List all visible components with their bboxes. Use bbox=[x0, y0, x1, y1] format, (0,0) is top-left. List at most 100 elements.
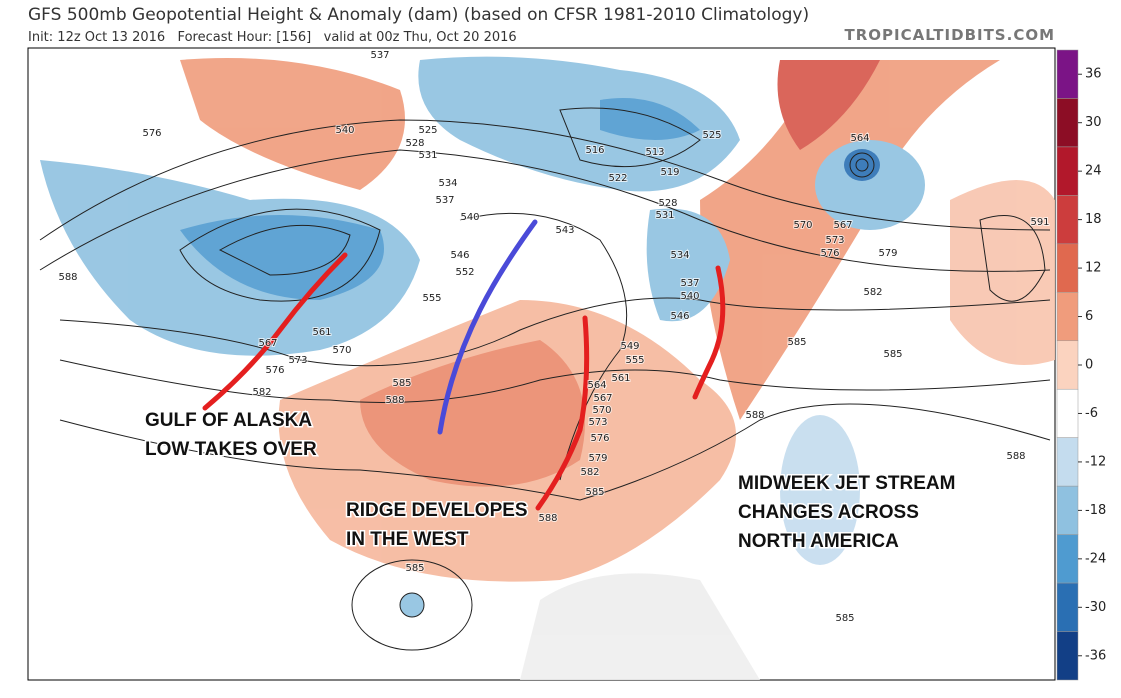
colorbar-label: 18 bbox=[1085, 212, 1102, 227]
contour-label: 585 bbox=[392, 378, 411, 389]
contour-label: 534 bbox=[670, 250, 689, 261]
colorbar-label: -6 bbox=[1085, 406, 1098, 421]
annotation: IN THE WEST bbox=[346, 529, 469, 550]
contour-label: 555 bbox=[422, 293, 441, 304]
contour-label: 537 bbox=[680, 278, 699, 289]
colorbar-bin bbox=[1056, 388, 1079, 438]
colorbar-bin bbox=[1056, 195, 1079, 245]
contour-label: 561 bbox=[312, 327, 331, 338]
contour-label: 567 bbox=[833, 220, 852, 231]
contour-label: 531 bbox=[655, 210, 674, 221]
contour-label: 528 bbox=[405, 138, 424, 149]
source: TROPICALTIDBITS.COM bbox=[845, 26, 1056, 44]
contour-label: 519 bbox=[660, 167, 679, 178]
contour-label: 567 bbox=[593, 393, 612, 404]
annotation: GULF OF ALASKA bbox=[145, 410, 312, 431]
contour-label: 546 bbox=[450, 250, 469, 261]
contour-label: 564 bbox=[587, 380, 606, 391]
contour-label: 573 bbox=[825, 235, 844, 246]
colorbar-label: -24 bbox=[1085, 551, 1106, 566]
colorbar-label: 6 bbox=[1085, 309, 1093, 324]
contour-label: 573 bbox=[588, 417, 607, 428]
contour-label: 555 bbox=[625, 355, 644, 366]
colorbar-label: 24 bbox=[1085, 164, 1102, 179]
contour-label: 579 bbox=[878, 248, 897, 259]
contour-label: 522 bbox=[608, 173, 627, 184]
height-contours bbox=[39, 107, 1051, 651]
contour-label: 588 bbox=[1006, 451, 1025, 462]
contour-label: 570 bbox=[793, 220, 812, 231]
annotation: LOW TAKES OVER bbox=[145, 439, 317, 460]
contour-label: 567 bbox=[258, 338, 277, 349]
contour-label: 582 bbox=[252, 387, 271, 398]
title: GFS 500mb Geopotential Height & Anomaly … bbox=[28, 5, 809, 25]
contour-label: 528 bbox=[658, 198, 677, 209]
contour-label: 540 bbox=[335, 125, 354, 136]
contour-label: 540 bbox=[680, 291, 699, 302]
colorbar-bin bbox=[1056, 631, 1079, 681]
contour-label: 588 bbox=[385, 395, 404, 406]
colorbar-bin bbox=[1056, 98, 1079, 148]
contour-label: 579 bbox=[588, 453, 607, 464]
contour-label: 582 bbox=[863, 287, 882, 298]
colorbar-bin bbox=[1056, 485, 1079, 535]
contour-label: 585 bbox=[835, 613, 854, 624]
colorbar-label: 12 bbox=[1085, 261, 1102, 276]
colorbar-label: -12 bbox=[1085, 454, 1106, 469]
contour-label: 576 bbox=[265, 365, 284, 376]
contour-label: 534 bbox=[438, 178, 457, 189]
contour-label: 564 bbox=[850, 133, 869, 144]
colorbar-bin bbox=[1056, 146, 1079, 196]
contour-label: 588 bbox=[745, 410, 764, 421]
annotation: RIDGE DEVELOPES bbox=[346, 500, 528, 521]
contour-label: 531 bbox=[418, 150, 437, 161]
colorbar-bin bbox=[1056, 582, 1079, 632]
annotation: MIDWEEK JET STREAM bbox=[738, 473, 955, 494]
contour-label: 588 bbox=[538, 513, 557, 524]
trend-lines bbox=[202, 219, 726, 511]
contour-label: 591 bbox=[1030, 217, 1049, 228]
contour-label: 585 bbox=[585, 487, 604, 498]
colorbar-label: -30 bbox=[1085, 600, 1106, 615]
contour-label: 525 bbox=[418, 125, 437, 136]
colorbar-label: 36 bbox=[1085, 67, 1102, 82]
colorbar-bin bbox=[1056, 534, 1079, 584]
contour-label: 540 bbox=[460, 212, 479, 223]
contour-label: 588 bbox=[58, 272, 77, 283]
colorbar-bin bbox=[1056, 340, 1079, 390]
contour-label: 573 bbox=[288, 355, 307, 366]
colorbar-bin bbox=[1056, 243, 1079, 293]
colorbar-label: 0 bbox=[1085, 358, 1093, 373]
contour-label: 582 bbox=[580, 467, 599, 478]
contour-label: 576 bbox=[590, 433, 609, 444]
colorbar-bin bbox=[1056, 437, 1079, 487]
colorbar-bin bbox=[1056, 49, 1079, 99]
contour-label: 516 bbox=[585, 145, 604, 156]
colorbar-label: 30 bbox=[1085, 115, 1102, 130]
contour-label: 585 bbox=[405, 563, 424, 574]
contour-label: 546 bbox=[670, 311, 689, 322]
contour-label: 576 bbox=[142, 128, 161, 139]
annotation: CHANGES ACROSS bbox=[738, 502, 919, 523]
contour-label: 570 bbox=[332, 345, 351, 356]
contour-label: 537 bbox=[435, 195, 454, 206]
contour-label: 570 bbox=[592, 405, 611, 416]
colorbar-bin bbox=[1056, 292, 1079, 342]
contour-label: 513 bbox=[645, 147, 664, 158]
contour-label: 576 bbox=[820, 248, 839, 259]
contour-label: 549 bbox=[620, 341, 639, 352]
contour-label: 537 bbox=[370, 50, 389, 61]
annotation: NORTH AMERICA bbox=[738, 531, 899, 552]
contour-label: 585 bbox=[787, 337, 806, 348]
subtitle: Init: 12z Oct 13 2016 Forecast Hour: [15… bbox=[28, 30, 517, 45]
colorbar: 36 30 24 18 12 6 0 -6 -12 -18 -24 -30 -36 bbox=[1056, 49, 1106, 681]
colorbar-label: -36 bbox=[1085, 648, 1106, 663]
colorbar-label: -18 bbox=[1085, 503, 1106, 518]
contour-label: 543 bbox=[555, 225, 574, 236]
contour-label: 552 bbox=[455, 267, 474, 278]
contour-label: 585 bbox=[883, 349, 902, 360]
contour-label: 561 bbox=[611, 373, 630, 384]
contour-label: 525 bbox=[702, 130, 721, 141]
